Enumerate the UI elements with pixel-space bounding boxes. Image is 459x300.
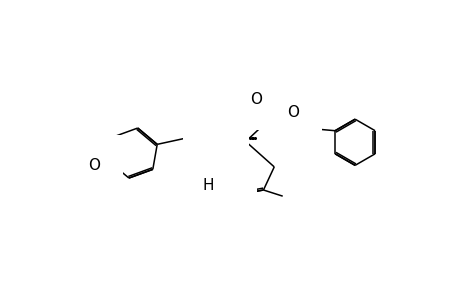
Text: O: O bbox=[287, 105, 299, 120]
Text: O: O bbox=[88, 158, 100, 173]
Text: H: H bbox=[202, 178, 213, 193]
Text: H: H bbox=[222, 200, 233, 214]
Text: N: N bbox=[214, 122, 225, 137]
Text: F: F bbox=[206, 144, 214, 159]
Text: F: F bbox=[208, 157, 217, 172]
Text: O: O bbox=[250, 92, 262, 106]
